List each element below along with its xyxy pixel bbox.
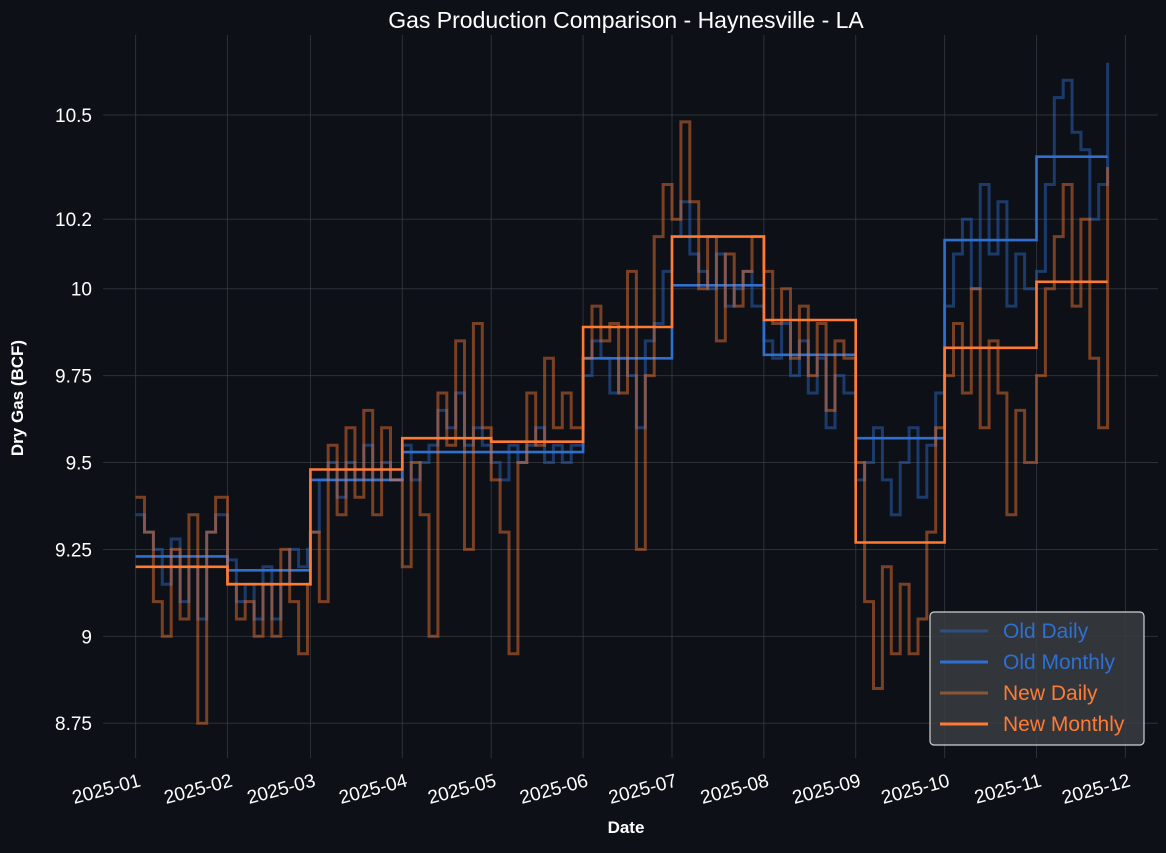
y-tick-label: 9.5 xyxy=(66,454,92,475)
y-tick-label: 9.75 xyxy=(55,367,92,388)
legend-entry: Old Daily xyxy=(1003,620,1089,643)
y-tick-label: 9.25 xyxy=(55,540,92,561)
series-layer xyxy=(135,62,1110,725)
legend: Old Daily Old Monthly New Daily New Monthly xyxy=(929,611,1145,746)
series-new-monthly xyxy=(135,235,1108,586)
legend-entry: Old Monthly xyxy=(1003,651,1116,674)
chart-title: Gas Production Comparison - Haynesville … xyxy=(388,7,864,33)
legend-box xyxy=(929,611,1145,746)
legend-entry: New Daily xyxy=(1003,682,1098,705)
legend-entry: New Monthly xyxy=(1003,713,1125,736)
y-tick-label: 10.2 xyxy=(55,210,92,231)
y-tick-labels: 8.75 9 9.25 9.5 9.75 10 10.2 10.5 xyxy=(55,106,92,735)
y-tick-label: 10 xyxy=(71,280,92,301)
y-tick-label: 10.5 xyxy=(55,106,92,127)
x-axis-label: Date xyxy=(608,818,645,837)
y-tick-label: 9 xyxy=(81,627,92,648)
monthly-line-new-monthly xyxy=(135,235,1108,586)
y-axis-label: Dry Gas (BCF) xyxy=(8,340,27,456)
y-tick-label: 8.75 xyxy=(55,714,92,735)
